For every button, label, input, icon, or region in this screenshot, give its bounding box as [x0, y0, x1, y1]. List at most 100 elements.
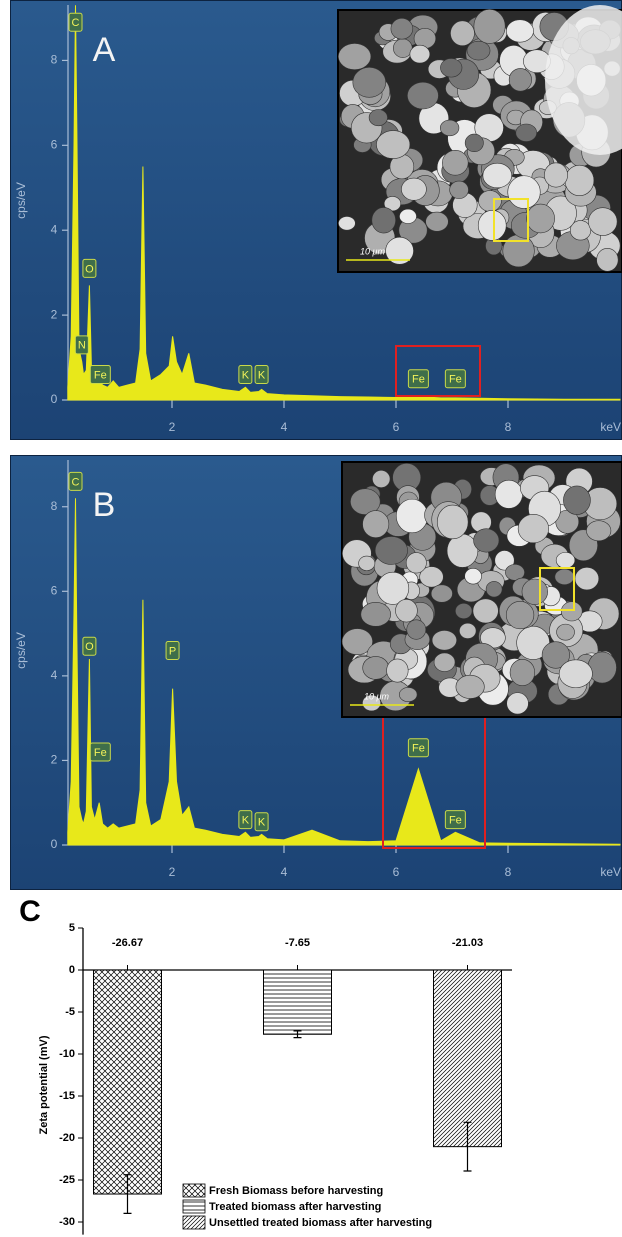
- peak-label-box: [165, 641, 180, 660]
- sem-particle: [477, 210, 507, 241]
- selection-box: [493, 198, 529, 242]
- x-tick-label: 8: [505, 865, 512, 879]
- sem-particle: [372, 470, 391, 488]
- scale-bar-label: 10 μm: [360, 246, 385, 256]
- spectrum-area: [67, 5, 621, 401]
- peak-label: Fe: [449, 815, 462, 827]
- y-tick-label: 4: [51, 222, 58, 236]
- sem-particle: [442, 149, 469, 176]
- x-tick-label: 2: [169, 865, 176, 879]
- sem-bright-area: [545, 5, 622, 155]
- x-tick-label: 2: [169, 420, 176, 434]
- scale-bar-label: 10 μm: [364, 691, 389, 701]
- sem-particle: [505, 564, 525, 581]
- sem-particle: [473, 528, 500, 553]
- peak-label: N: [78, 340, 86, 352]
- sem-particle: [407, 81, 439, 110]
- x-tick-label: 6: [393, 420, 400, 434]
- sem-particle: [406, 619, 427, 640]
- peak-label-box: [407, 738, 429, 758]
- y-tick-label: 6: [51, 137, 58, 151]
- peak-label-box: [407, 369, 429, 389]
- y-axis-label: cps/eV: [14, 182, 28, 219]
- sem-particle: [395, 498, 429, 534]
- value-label: -26.67: [112, 937, 143, 949]
- sem-particle: [401, 177, 427, 201]
- sem-particle: [450, 20, 475, 47]
- sem-particle: [509, 658, 536, 686]
- sem-particle: [494, 479, 523, 509]
- y-tick-label: 0: [51, 392, 58, 406]
- sem-particle: [393, 38, 413, 58]
- sem-particle: [338, 43, 372, 70]
- peak-label: Fe: [449, 374, 462, 386]
- sem-particle: [440, 58, 463, 78]
- sem-particle: [526, 203, 555, 234]
- peak-label: O: [85, 263, 94, 275]
- legend-label: Treated biomass after harvesting: [209, 1201, 381, 1213]
- y-tick-label: -25: [59, 1174, 75, 1186]
- sem-particle: [508, 68, 532, 92]
- sem-particle: [395, 598, 418, 623]
- sem-particle: [587, 651, 617, 684]
- sem-particle: [466, 40, 491, 61]
- sem-particle: [362, 510, 390, 538]
- sem-particle: [544, 162, 568, 188]
- sem-particle: [555, 552, 576, 569]
- sem-particle: [390, 18, 414, 40]
- sem-particle: [350, 488, 381, 515]
- peak-label-box: [82, 258, 97, 278]
- sem-particle: [399, 208, 417, 224]
- sem-particle: [449, 180, 469, 199]
- sem-particle: [494, 550, 515, 571]
- sem-particle: [596, 248, 619, 272]
- y-tick-label: 5: [69, 922, 75, 934]
- peak-label: Fe: [94, 369, 107, 381]
- sem-particle: [431, 630, 457, 651]
- sem-particle: [482, 162, 513, 189]
- sem-particle: [515, 123, 538, 142]
- peak-label: Fe: [94, 747, 107, 759]
- peak-label: C: [72, 476, 80, 488]
- y-tick-label: 0: [69, 964, 75, 976]
- sem-particle: [341, 628, 373, 656]
- peak-label: O: [85, 641, 94, 653]
- peak-label-box: [238, 810, 253, 830]
- sem-particle: [563, 485, 591, 515]
- sem-particle: [419, 566, 444, 588]
- sem-particle: [541, 641, 570, 669]
- value-label: -7.65: [285, 937, 310, 949]
- sem-particle: [472, 598, 499, 624]
- peak-label-box: [238, 365, 253, 385]
- sem-particle: [569, 220, 592, 241]
- y-tick-label: 4: [51, 668, 58, 682]
- peak-label: K: [242, 815, 250, 827]
- sem-particle: [485, 581, 503, 598]
- error-bar: [463, 1121, 472, 1172]
- sem-particle: [459, 622, 477, 639]
- sem-particle: [433, 652, 456, 672]
- y-tick-label: -5: [65, 1006, 75, 1018]
- peak-label-box: [74, 335, 89, 355]
- sem-particle: [385, 236, 414, 265]
- sem-particle: [521, 578, 548, 605]
- sem-particle: [399, 687, 418, 702]
- peak-label: K: [258, 817, 266, 829]
- peak-label-box: [444, 369, 466, 389]
- sem-particle: [430, 584, 453, 603]
- sem-particle: [507, 175, 541, 209]
- sem-particle: [409, 44, 431, 64]
- sem-particle: [439, 119, 460, 137]
- y-axis-label: Zeta potential (mV): [38, 1035, 50, 1134]
- panel-label: B: [93, 486, 116, 524]
- legend-label: Fresh Biomass before harvesting: [209, 1185, 383, 1197]
- sem-particle: [358, 555, 376, 571]
- sem-particle: [405, 552, 427, 574]
- sem-particle: [478, 190, 502, 212]
- sem-particle: [464, 133, 484, 153]
- legend-swatch: [182, 1199, 206, 1214]
- sem-particle: [502, 234, 535, 268]
- peak-label-box: [89, 365, 111, 385]
- sem-particle: [360, 602, 391, 627]
- spectrum-panel: 0 2 4 6 8 2 4 6 8 keV cps/eV C O Fe P K K Fe Fe 10 μm B: [10, 455, 622, 890]
